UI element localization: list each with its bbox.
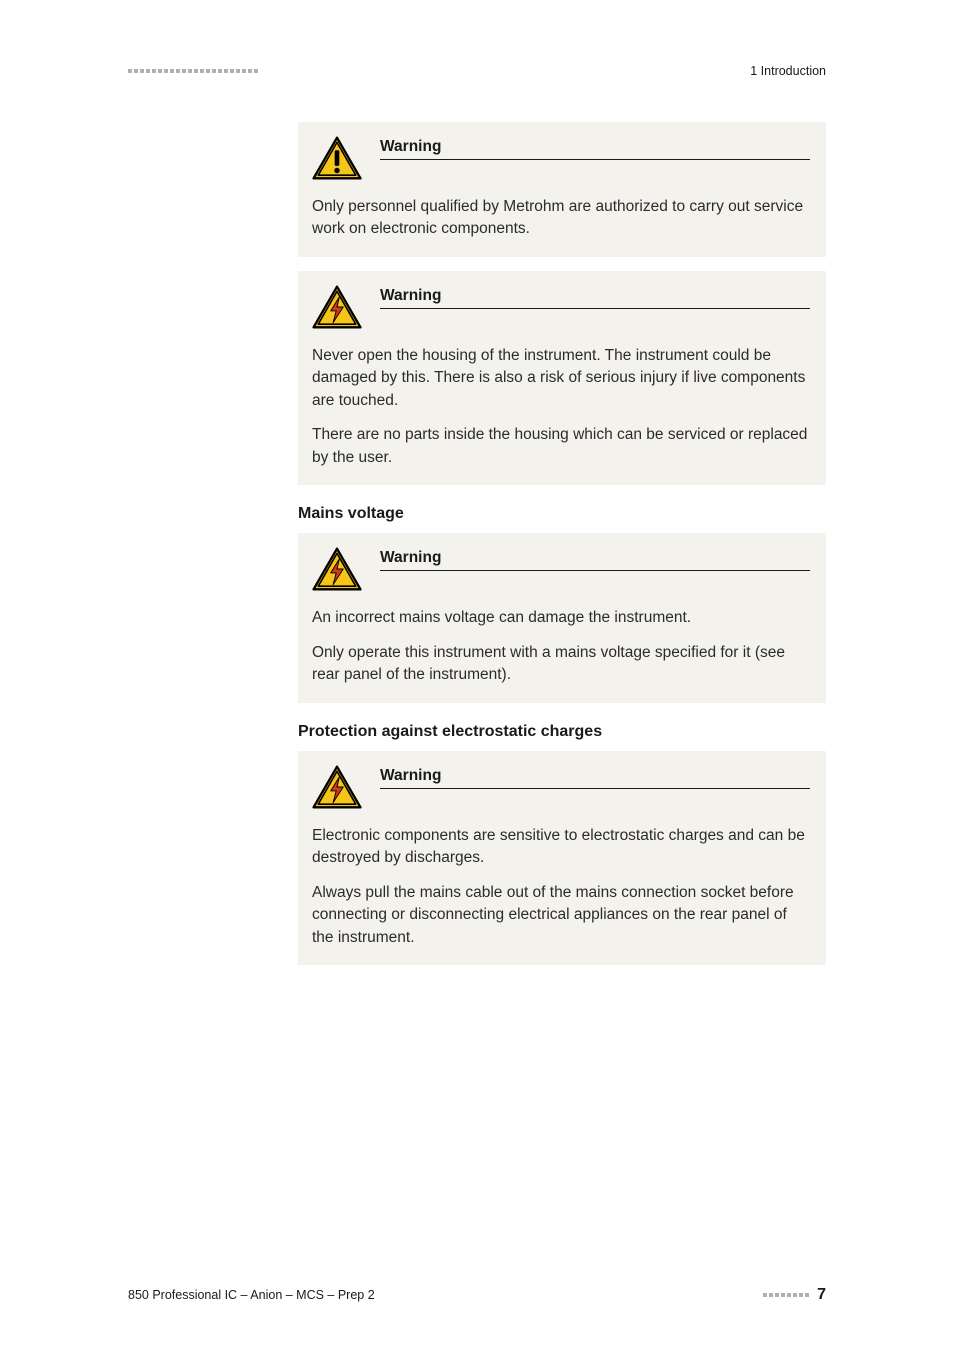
warning-electric-icon — [312, 547, 362, 591]
warning-title: Warning — [380, 767, 810, 789]
warning-header: Warning — [312, 547, 810, 591]
warning-electric-icon — [312, 285, 362, 329]
warning-block: Warning Only personnel qualified by Metro… — [298, 122, 826, 257]
page-content: Warning Only personnel qualified by Metro… — [128, 122, 826, 965]
warning-block: Warning Never open the housing of the ins… — [298, 271, 826, 485]
warning-header: Warning — [312, 136, 810, 180]
header-ornament — [128, 69, 258, 73]
warning-header: Warning — [312, 285, 810, 329]
warning-block: Warning An incorrect mains voltage can da… — [298, 533, 826, 702]
warning-electric-icon — [312, 765, 362, 809]
warning-paragraph: Never open the housing of the instrument… — [312, 345, 810, 412]
warning-exclaim-icon — [312, 136, 362, 180]
warning-paragraph: Always pull the mains cable out of the m… — [312, 882, 810, 949]
warning-body: Electronic components are sensitive to e… — [312, 825, 810, 949]
warning-header: Warning — [312, 765, 810, 809]
page-footer: 850 Professional IC – Anion – MCS – Prep… — [128, 1286, 826, 1304]
document-page: 1 Introduction Warning Only personnel qua… — [0, 0, 954, 1350]
warning-body: Only personnel qualified by Metrohm are … — [312, 196, 810, 241]
footer-doc-title: 850 Professional IC – Anion – MCS – Prep… — [128, 1288, 375, 1302]
footer-ornament — [763, 1293, 809, 1297]
page-header: 1 Introduction — [128, 64, 826, 78]
warning-title: Warning — [380, 138, 810, 160]
footer-page-number: 7 — [817, 1286, 826, 1304]
warning-paragraph: Only operate this instrument with a main… — [312, 642, 810, 687]
warning-title: Warning — [380, 287, 810, 309]
section-heading: Protection against electrostatic charges — [298, 723, 826, 741]
warning-body: Never open the housing of the instrument… — [312, 345, 810, 469]
warning-paragraph: Electronic components are sensitive to e… — [312, 825, 810, 870]
header-section-label: 1 Introduction — [750, 64, 826, 78]
warning-paragraph: Only personnel qualified by Metrohm are … — [312, 196, 810, 241]
footer-right: 7 — [763, 1286, 826, 1304]
warning-title: Warning — [380, 549, 810, 571]
warning-block: Warning Electronic components are sensiti… — [298, 751, 826, 965]
warning-paragraph: There are no parts inside the housing wh… — [312, 424, 810, 469]
warning-body: An incorrect mains voltage can damage th… — [312, 607, 810, 686]
warning-paragraph: An incorrect mains voltage can damage th… — [312, 607, 810, 629]
section-heading: Mains voltage — [298, 505, 826, 523]
